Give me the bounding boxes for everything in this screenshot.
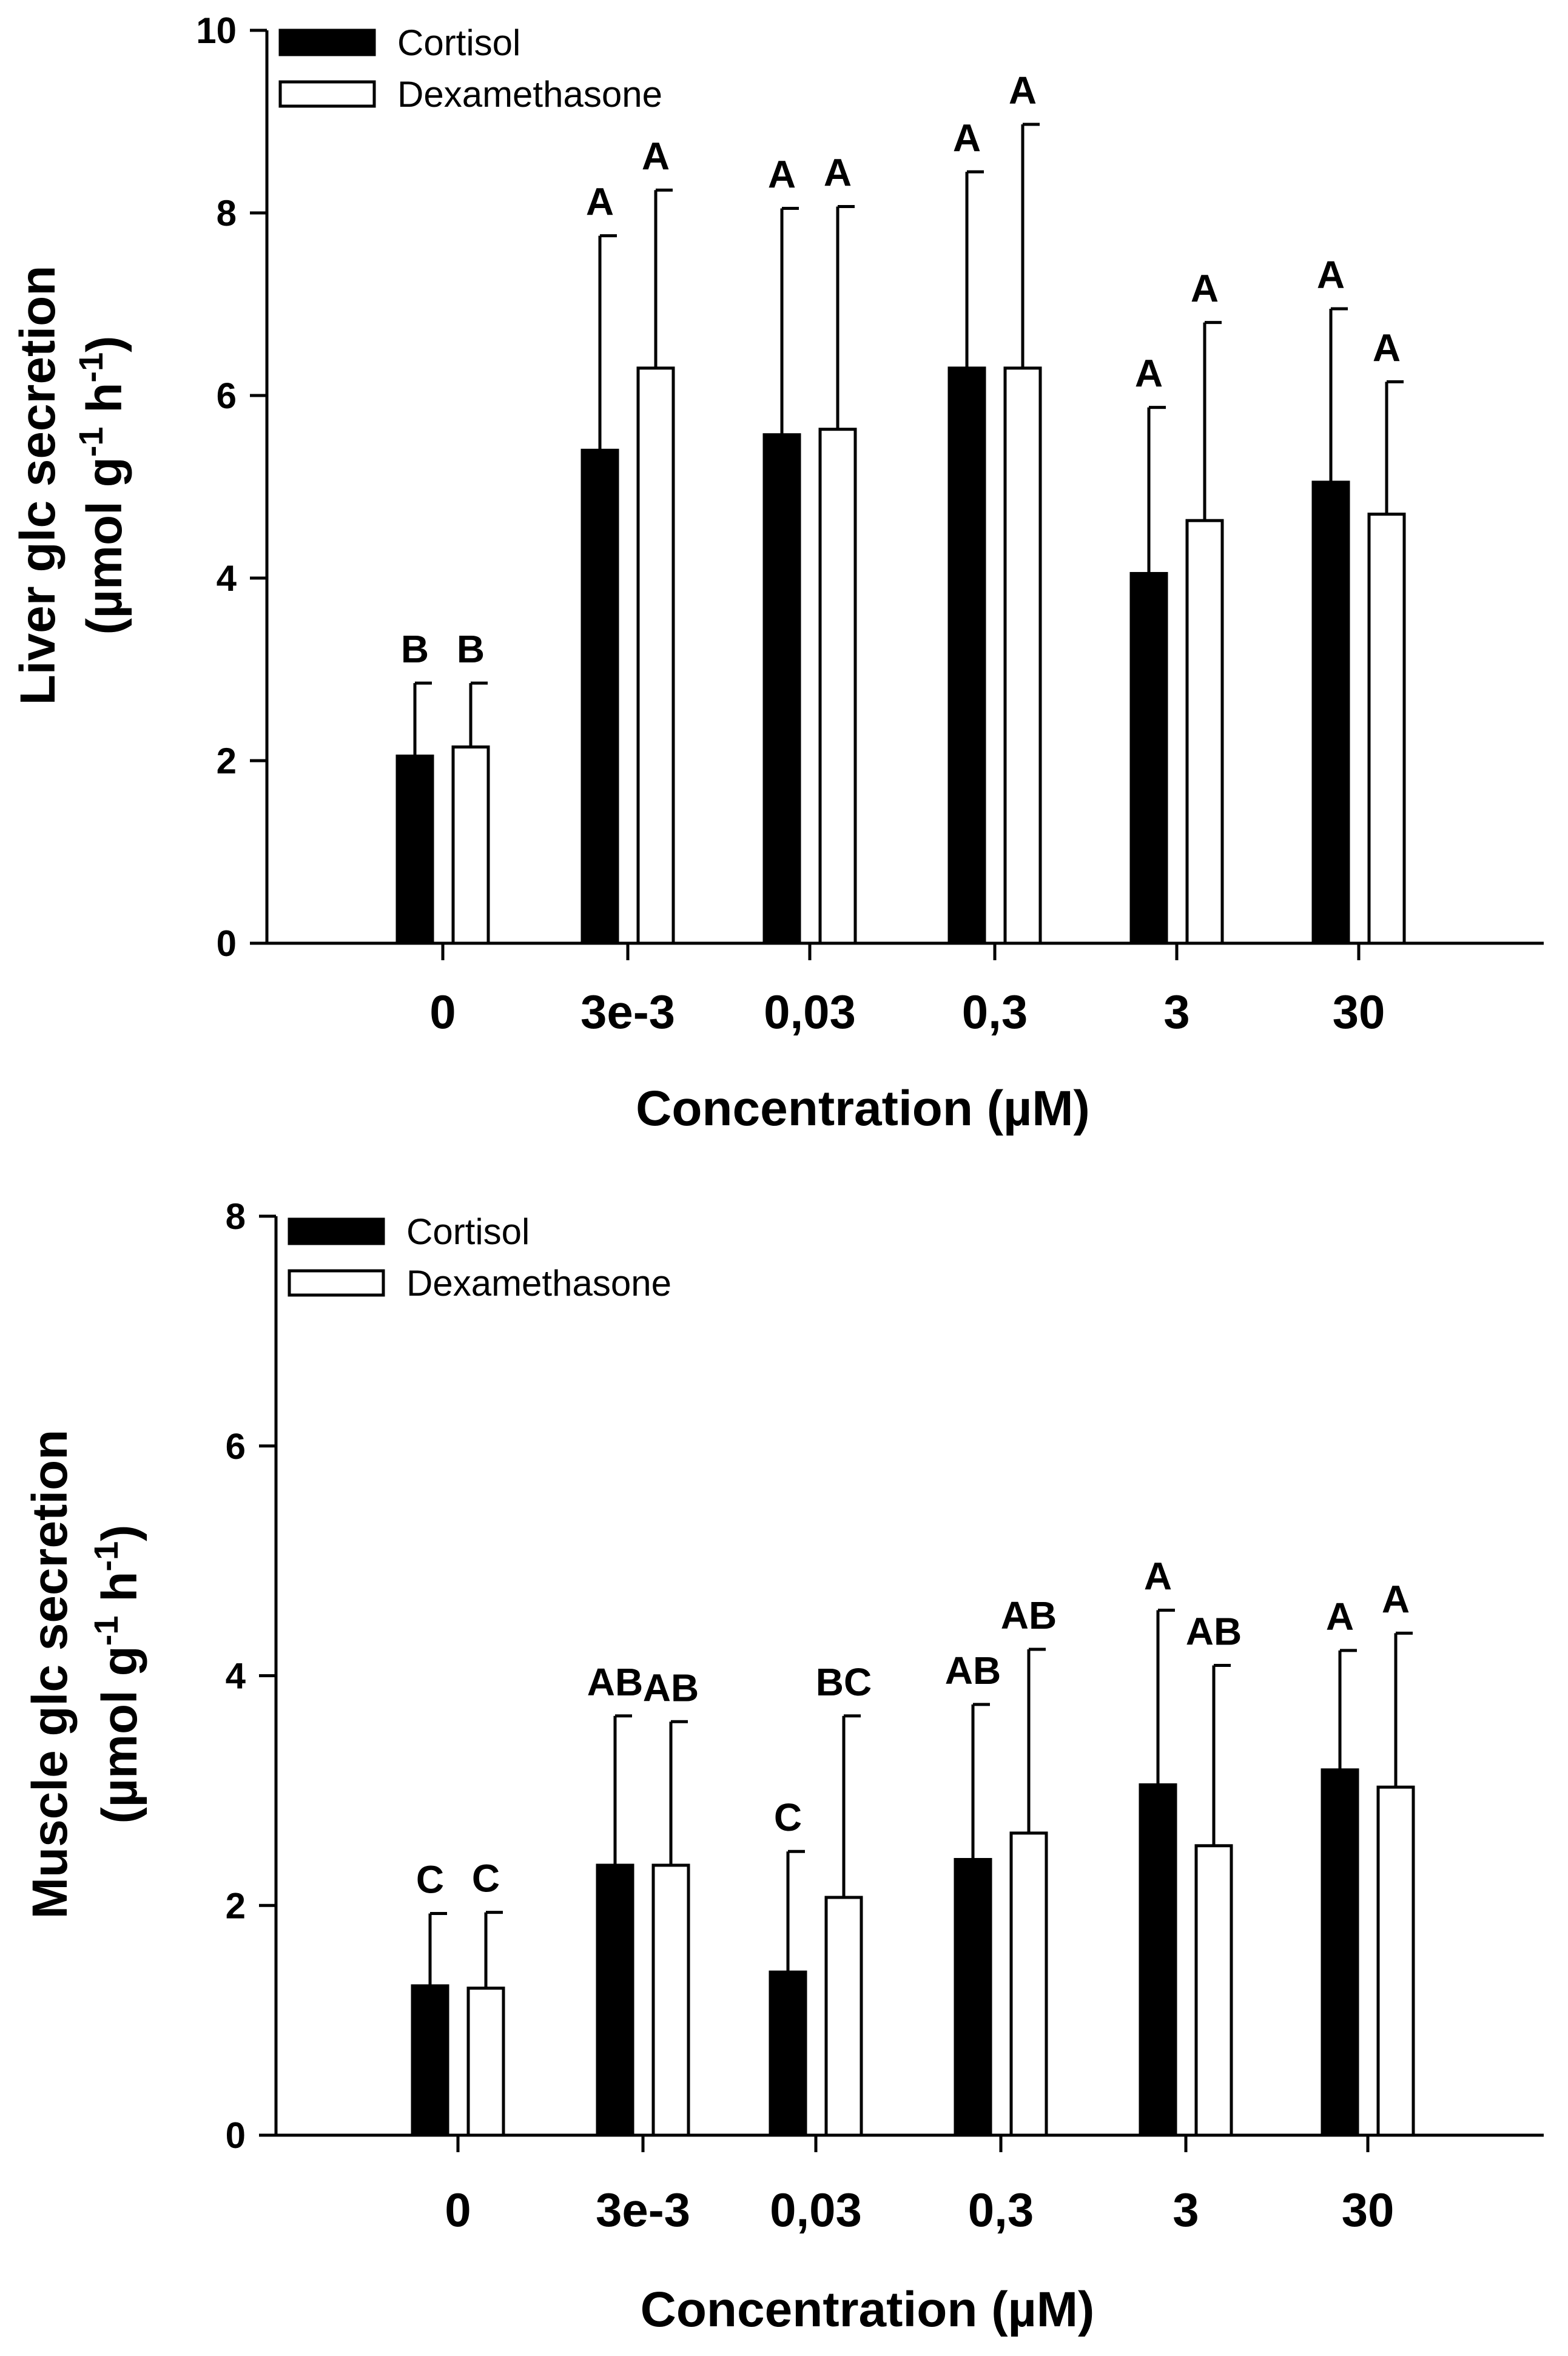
legend-label-dexamethasone: Dexamethasone: [397, 74, 662, 115]
bar-dexamethasone: [636, 366, 675, 945]
bar-dexamethasone: [466, 1987, 505, 2137]
significance-label: B: [401, 627, 429, 671]
x-tick-label: 0,3: [962, 985, 1028, 1038]
bar-dexamethasone: [818, 428, 857, 945]
legend-label-dexamethasone: Dexamethasone: [406, 1263, 671, 1304]
bar-cortisol: [1311, 480, 1350, 945]
x-axis-title: Concentration (µM): [636, 1081, 1090, 1136]
y-tick-label: 8: [226, 1196, 246, 1237]
bar-cortisol: [395, 754, 434, 945]
legend-label-cortisol: Cortisol: [406, 1211, 530, 1252]
significance-label: A: [1326, 1595, 1354, 1638]
significance-label: C: [774, 1796, 802, 1839]
legend-swatch-cortisol: [288, 1217, 385, 1245]
bar-dexamethasone: [1185, 519, 1224, 945]
bar-cortisol: [1129, 571, 1168, 945]
unit-superscript: -1: [72, 426, 110, 457]
unit-text: (µmol g: [92, 1646, 147, 1823]
significance-label: C: [472, 1857, 500, 1900]
y-tick-label: 6: [226, 1426, 246, 1467]
y-axis-title: Liver glc secretion: [10, 266, 66, 705]
y-tick-label: 6: [217, 375, 237, 416]
x-tick-label: 3: [1173, 2183, 1199, 2237]
significance-label: AB: [643, 1666, 699, 1709]
y-axis-title: Muscle glc secretion: [22, 1430, 78, 1919]
legend-swatch-cortisol: [278, 29, 376, 56]
bar-cortisol: [762, 433, 801, 945]
unit-text: ): [77, 336, 132, 352]
unit-text: h: [77, 383, 132, 427]
significance-label: AB: [1001, 1594, 1057, 1637]
unit-text: h: [92, 1572, 147, 1616]
bar-cortisol: [1139, 1783, 1177, 2137]
bar-dexamethasone: [1376, 1785, 1415, 2137]
y-tick-label: 0: [217, 923, 237, 964]
significance-label: AB: [1186, 1609, 1242, 1653]
x-tick-label: 30: [1333, 985, 1385, 1038]
bar-cortisol: [769, 1970, 807, 2137]
x-axis-title: Concentration (µM): [641, 2282, 1095, 2337]
y-tick-label: 0: [226, 2115, 246, 2156]
significance-label: A: [824, 150, 852, 194]
x-tick-label: 30: [1342, 2183, 1395, 2237]
y-tick-label: 4: [226, 1656, 246, 1697]
significance-label: A: [586, 180, 614, 224]
x-tick-label: 0,03: [770, 2183, 862, 2237]
unit-superscript: -1: [87, 1615, 125, 1646]
bar-dexamethasone: [1009, 1831, 1048, 2137]
legend-swatch-dexamethasone: [288, 1269, 385, 1297]
y-tick-label: 4: [217, 558, 237, 599]
x-tick-label: 3e-3: [596, 2183, 690, 2237]
significance-label: A: [1191, 267, 1219, 311]
significance-label: A: [1009, 69, 1037, 112]
x-tick-label: 3: [1163, 985, 1189, 1038]
bar-dexamethasone: [651, 1863, 690, 2137]
significance-label: A: [1144, 1555, 1172, 1598]
significance-label: A: [1317, 253, 1345, 297]
y-tick-label: 10: [196, 10, 237, 51]
unit-text: (µmol g: [77, 457, 132, 634]
unit-text: ): [92, 1525, 147, 1541]
significance-label: A: [1382, 1577, 1410, 1621]
bar-dexamethasone: [1367, 513, 1406, 945]
significance-label: A: [642, 134, 670, 178]
bar-dexamethasone: [824, 1896, 863, 2137]
significance-label: B: [457, 627, 485, 671]
significance-label: A: [1373, 326, 1401, 369]
bar-cortisol: [596, 1863, 634, 2137]
significance-label: A: [768, 152, 796, 196]
bar-cortisol: [947, 366, 986, 945]
y-tick-label: 2: [217, 741, 237, 781]
bar-cortisol: [580, 448, 619, 945]
legend-label-cortisol: Cortisol: [397, 22, 520, 63]
significance-label: A: [953, 116, 981, 160]
x-tick-label: 0: [429, 985, 456, 1038]
y-tick-label: 8: [217, 193, 237, 234]
x-tick-label: 0: [445, 2183, 471, 2237]
significance-label: AB: [945, 1649, 1001, 1692]
bar-dexamethasone: [1194, 1844, 1233, 2137]
y-tick-label: 2: [226, 1885, 246, 1926]
bar-cortisol: [1321, 1768, 1359, 2137]
bar-cortisol: [954, 1858, 992, 2137]
bar-dexamethasone: [451, 745, 490, 945]
significance-label: AB: [587, 1660, 643, 1704]
y-axis-units: (µmol g-1 h-1): [72, 336, 133, 635]
significance-label: C: [416, 1858, 444, 1902]
significance-label: A: [1135, 352, 1163, 395]
x-tick-label: 0,03: [764, 985, 856, 1038]
legend-swatch-dexamethasone: [278, 80, 376, 108]
unit-superscript: -1: [87, 1541, 125, 1572]
x-tick-label: 3e-3: [580, 985, 675, 1038]
x-tick-label: 0,3: [968, 2183, 1034, 2237]
y-axis-units: (µmol g-1 h-1): [87, 1525, 148, 1824]
bar-dexamethasone: [1003, 366, 1042, 945]
unit-superscript: -1: [72, 352, 110, 383]
bar-cortisol: [411, 1984, 449, 2137]
significance-label: BC: [816, 1660, 872, 1704]
